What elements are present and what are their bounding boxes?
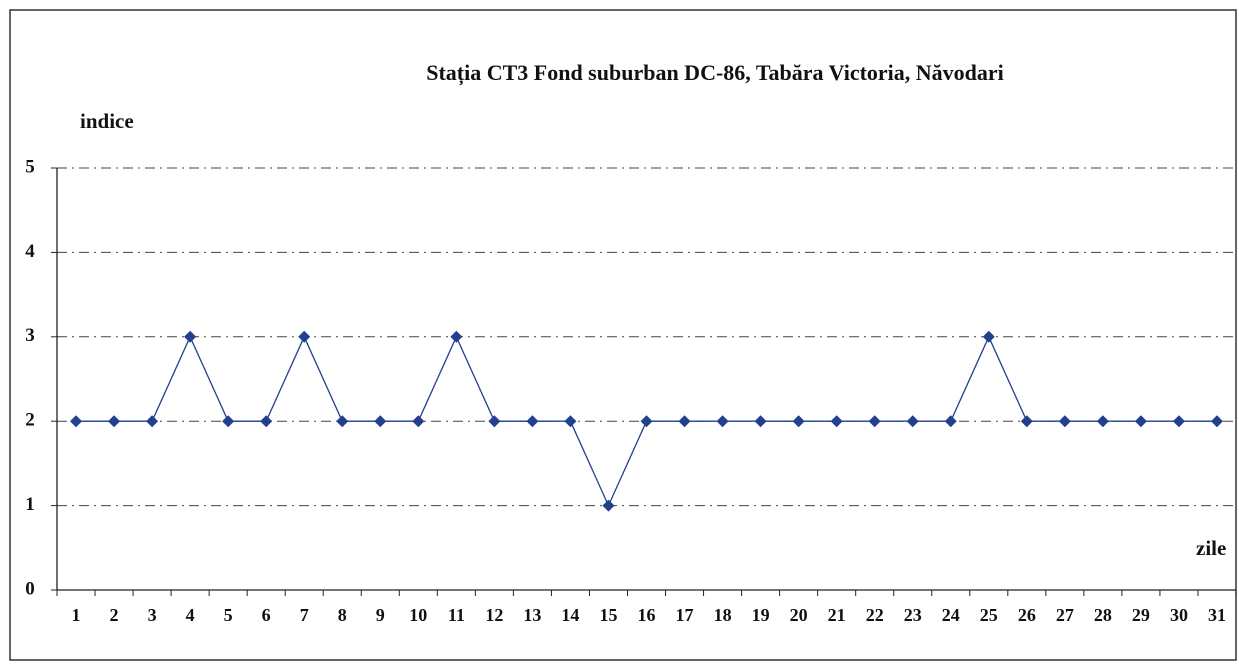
x-tick-label: 30 (1170, 605, 1188, 625)
y-tick-label: 0 (25, 578, 35, 599)
data-point (1134, 415, 1147, 428)
data-point (70, 415, 83, 428)
data-point (982, 330, 995, 343)
data-point (412, 415, 425, 428)
data-point (716, 415, 729, 428)
y-tick-label: 5 (25, 156, 35, 177)
x-tick-label: 27 (1056, 605, 1074, 625)
x-tick-label: 25 (980, 605, 998, 625)
x-tick-label: 26 (1018, 605, 1036, 625)
x-tick-label: 28 (1094, 605, 1112, 625)
x-tick-label: 5 (224, 605, 233, 625)
data-point (222, 415, 235, 428)
x-tick-label: 13 (523, 605, 541, 625)
data-point (868, 415, 881, 428)
x-tick-label: 29 (1132, 605, 1150, 625)
x-tick-label: 11 (448, 605, 465, 625)
data-point (602, 499, 615, 512)
data-point (298, 330, 311, 343)
x-tick-label: 6 (262, 605, 271, 625)
chart-frame (9, 9, 1237, 661)
data-point (564, 415, 577, 428)
data-point (792, 415, 805, 428)
data-point (1058, 415, 1071, 428)
y-tick-label: 2 (25, 410, 35, 431)
y-axis-label: indice (80, 109, 134, 133)
data-point (450, 330, 463, 343)
x-tick-label: 23 (904, 605, 922, 625)
data-point (526, 415, 539, 428)
data-point (488, 415, 501, 428)
x-tick-label: 12 (485, 605, 503, 625)
x-tick-label: 19 (752, 605, 770, 625)
y-tick-label: 1 (25, 494, 35, 515)
data-point (1172, 415, 1185, 428)
x-tick-label: 22 (866, 605, 884, 625)
x-tick-label: 9 (376, 605, 385, 625)
y-tick-label: 3 (25, 325, 35, 346)
data-point (640, 415, 653, 428)
data-point (1020, 415, 1033, 428)
x-tick-label: 16 (638, 605, 656, 625)
x-axis-label: zile (1196, 536, 1226, 560)
x-tick-label: 15 (599, 605, 617, 625)
x-tick-label: 10 (409, 605, 427, 625)
data-point (260, 415, 273, 428)
x-tick-label: 4 (186, 605, 195, 625)
x-tick-label: 7 (300, 605, 309, 625)
data-point (374, 415, 387, 428)
x-tick-label: 3 (148, 605, 157, 625)
data-point (1096, 415, 1109, 428)
data-point (184, 330, 197, 343)
x-tick-label: 8 (338, 605, 347, 625)
x-tick-label: 21 (828, 605, 846, 625)
x-tick-label: 24 (942, 605, 960, 625)
y-tick-label: 4 (25, 241, 35, 262)
x-tick-label: 18 (714, 605, 732, 625)
data-point (1210, 415, 1223, 428)
x-tick-label: 14 (561, 605, 579, 625)
x-tick-label: 2 (110, 605, 119, 625)
x-tick-label: 31 (1208, 605, 1226, 625)
data-point (146, 415, 159, 428)
data-point (754, 415, 767, 428)
data-point (678, 415, 691, 428)
data-point (944, 415, 957, 428)
x-tick-label: 17 (676, 605, 694, 625)
data-point (108, 415, 121, 428)
x-tick-label: 20 (790, 605, 808, 625)
data-point (906, 415, 919, 428)
x-tick-label: 1 (72, 605, 81, 625)
data-point (336, 415, 349, 428)
data-point (830, 415, 843, 428)
chart-title: Stația CT3 Fond suburban DC-86, Tabăra V… (426, 60, 1004, 86)
